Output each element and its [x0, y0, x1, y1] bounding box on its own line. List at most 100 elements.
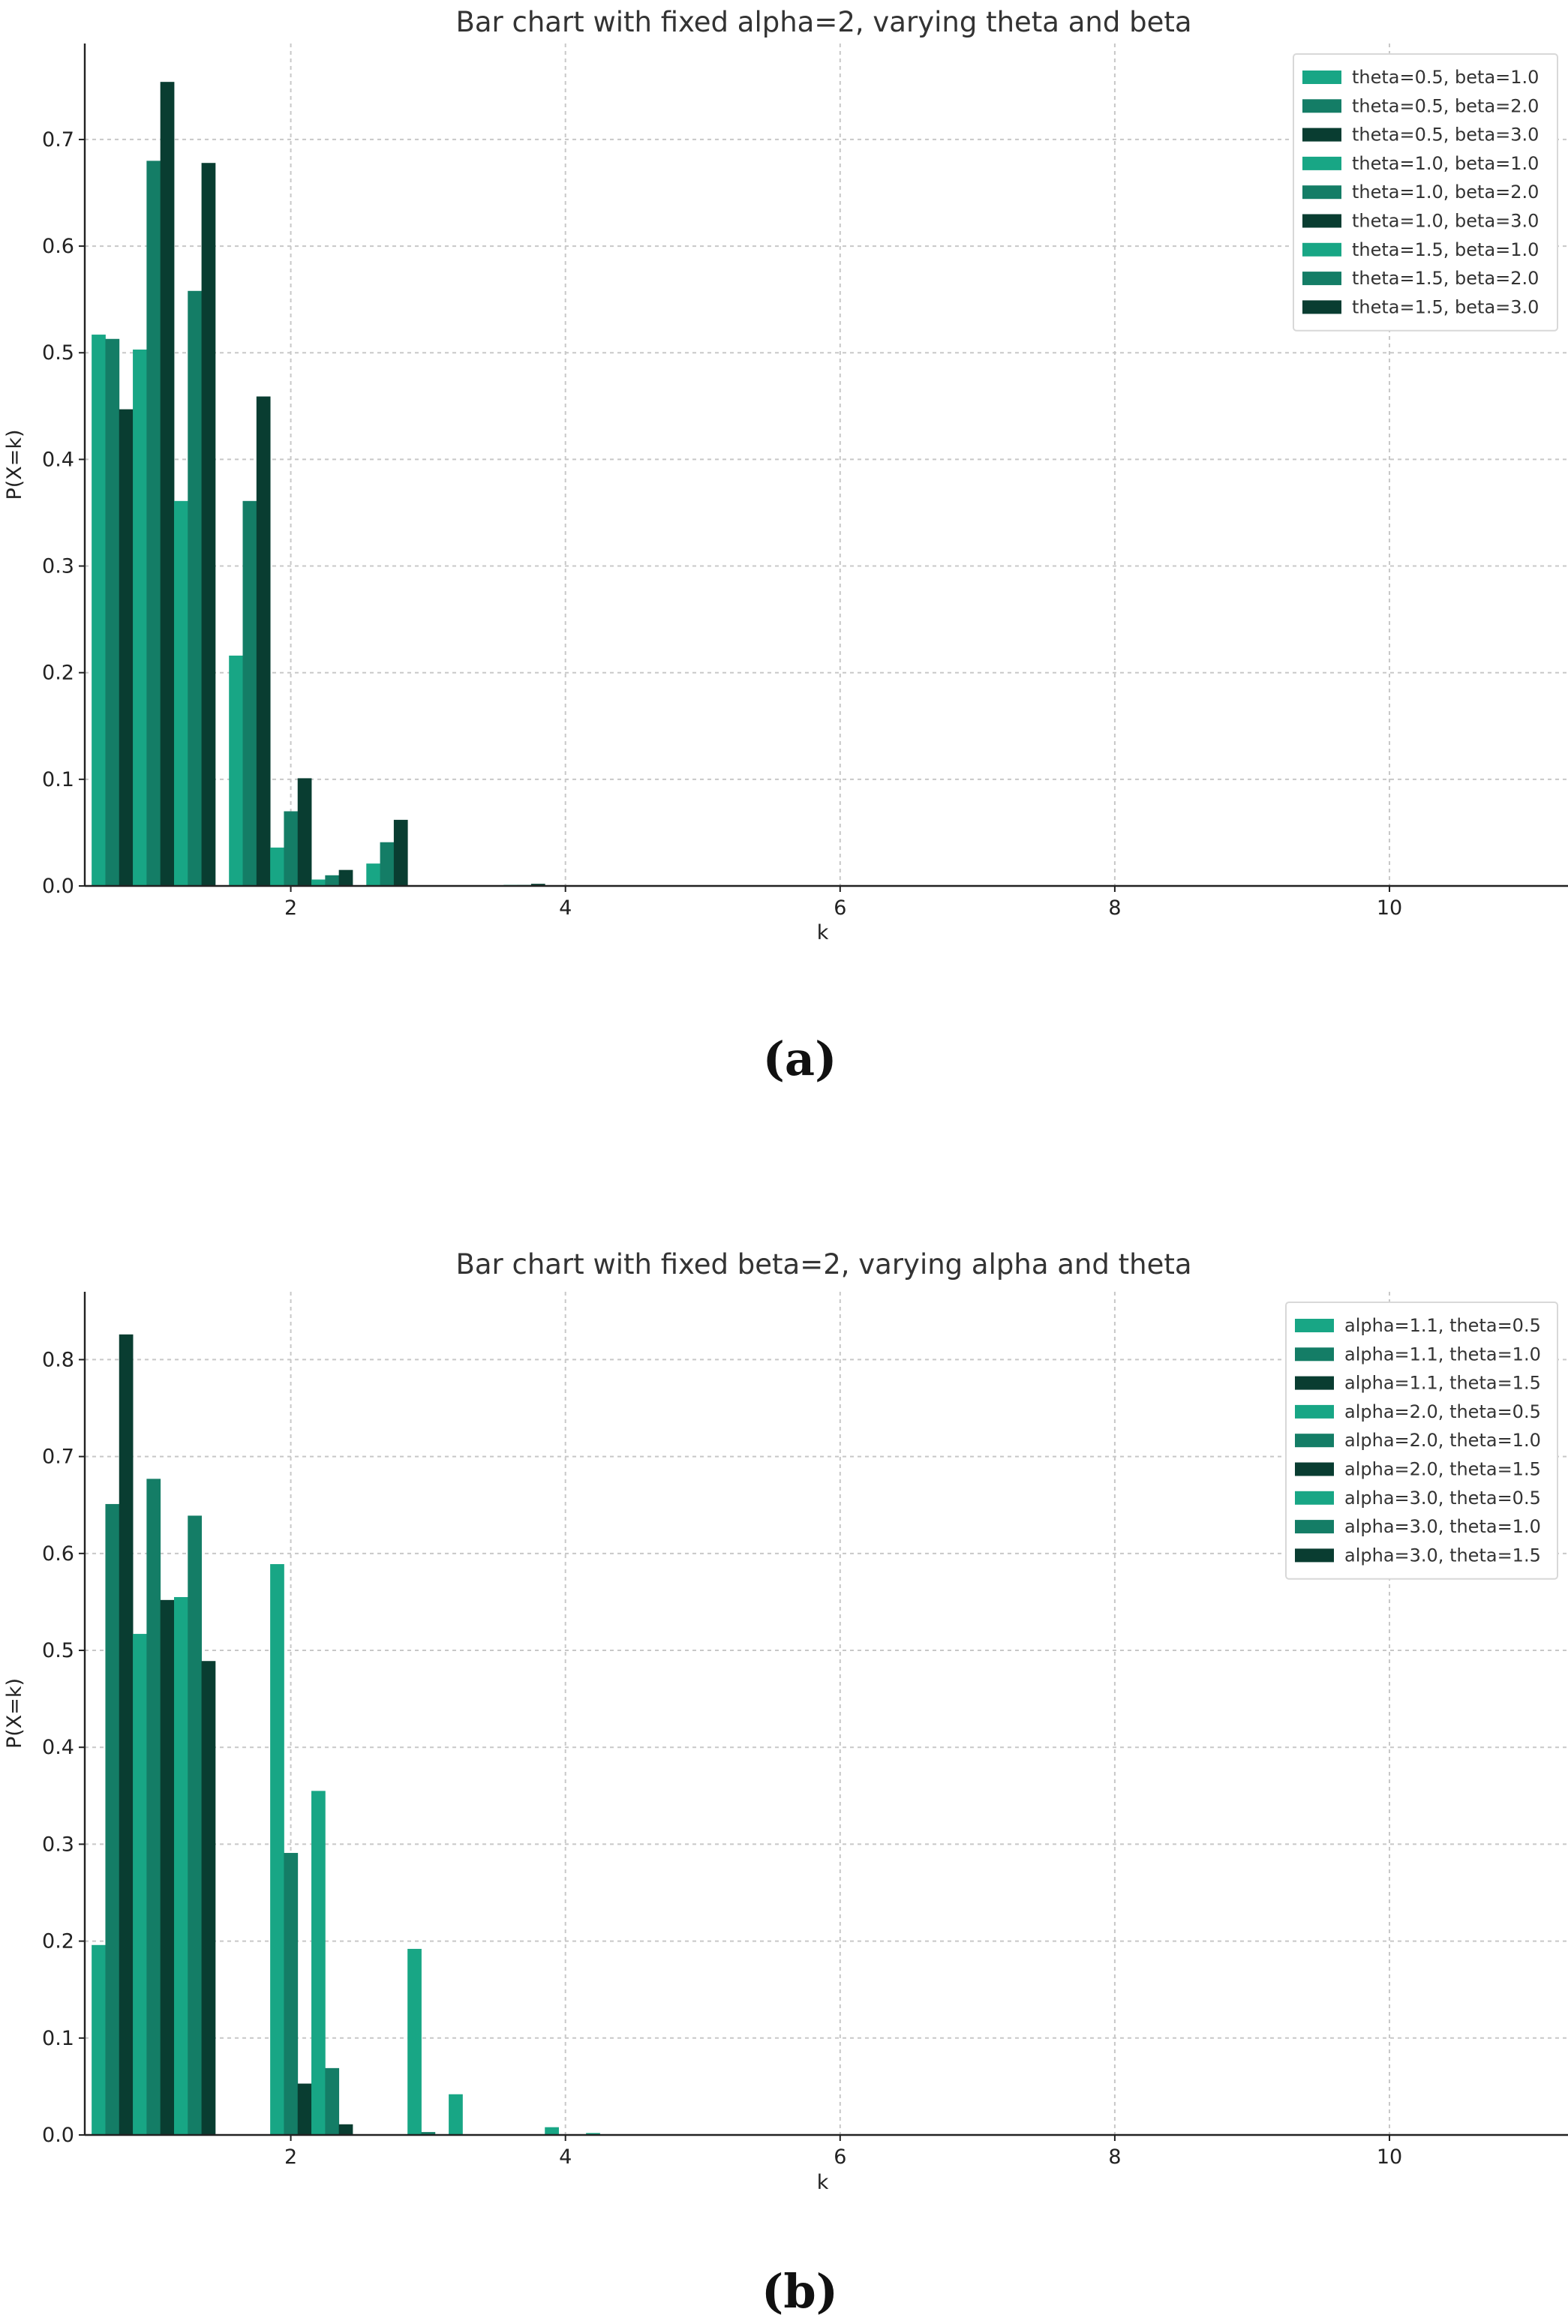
x-tick-label: 2: [284, 2145, 297, 2169]
legend-swatch: [1302, 214, 1341, 228]
bar: [160, 82, 175, 886]
gridlines: [85, 1292, 1568, 2135]
legend-label: alpha=3.0, theta=1.5: [1344, 1545, 1541, 1566]
bar: [133, 349, 147, 887]
bar: [297, 778, 312, 886]
legend-label: alpha=1.1, theta=0.5: [1344, 1315, 1541, 1336]
bar: [229, 655, 243, 886]
legend-label: theta=1.5, beta=1.0: [1352, 239, 1539, 260]
y-tick-label: 0.5: [42, 341, 74, 365]
legend-label: theta=1.0, beta=1.0: [1352, 153, 1539, 174]
y-tick-label: 0.4: [42, 448, 74, 471]
bar: [545, 2127, 559, 2135]
bar: [449, 2094, 463, 2135]
legend-label: theta=0.5, beta=2.0: [1352, 95, 1539, 116]
y-tick-label: 0.2: [42, 662, 74, 685]
legend-swatch: [1295, 1462, 1334, 1476]
bar: [105, 338, 120, 886]
legend-swatch: [1302, 99, 1341, 113]
bar: [393, 819, 408, 886]
bar: [311, 879, 326, 886]
legend-label: theta=0.5, beta=1.0: [1352, 67, 1539, 88]
bar: [380, 842, 395, 886]
legend-label: alpha=2.0, theta=1.5: [1344, 1459, 1541, 1480]
x-axis-label: k: [817, 921, 829, 944]
y-tick-label: 0.0: [42, 2124, 74, 2147]
y-tick-label: 0.2: [42, 1930, 74, 1953]
legend-swatch: [1295, 1491, 1334, 1505]
legend-swatch: [1302, 272, 1341, 286]
y-tick-label: 0.0: [42, 875, 74, 898]
chart-title: Bar chart with fixed alpha=2, varying th…: [455, 6, 1191, 38]
bar: [133, 1634, 147, 2135]
bar: [188, 290, 202, 886]
bar: [338, 869, 353, 886]
x-tick-label: 8: [1108, 2145, 1121, 2169]
y-tick-label: 0.7: [42, 1446, 74, 1469]
bar: [146, 161, 161, 886]
x-tick-label: 8: [1108, 896, 1121, 920]
legend-swatch: [1295, 1520, 1334, 1534]
bar: [173, 500, 188, 886]
gridlines: [85, 44, 1568, 886]
legend-label: alpha=1.1, theta=1.0: [1344, 1344, 1541, 1365]
legend-swatch: [1302, 242, 1341, 257]
bar: [270, 847, 284, 886]
bar: [188, 1515, 202, 2135]
legend-label: theta=1.0, beta=3.0: [1352, 211, 1539, 232]
bar: [325, 875, 340, 886]
y-tick-label: 0.5: [42, 1639, 74, 1662]
bar: [92, 335, 106, 886]
bar: [366, 863, 380, 886]
legend-box: [1285, 1302, 1558, 1580]
bar: [311, 1791, 326, 2135]
x-tick-label: 6: [834, 896, 846, 920]
x-tick-label: 10: [1377, 2145, 1402, 2169]
bars: [92, 82, 545, 887]
bar: [338, 2124, 353, 2135]
x-axis-label: k: [817, 2171, 829, 2194]
bar: [270, 1564, 284, 2135]
legend-swatch: [1295, 1376, 1334, 1390]
chart-b: 2 4 6 8 10 0.0 0.1 0.2 0.3 0.4 0.5 0.6 0.7 0.8 Bar cha…: [3, 1248, 1568, 2194]
bar: [105, 1503, 120, 2135]
bar: [242, 500, 257, 886]
legend-swatch: [1295, 1434, 1334, 1448]
bar: [256, 396, 271, 886]
legend-swatch: [1302, 71, 1341, 84]
legend-swatch: [1295, 1347, 1334, 1362]
legend-swatch: [1302, 185, 1341, 200]
legend-label: alpha=3.0, theta=0.5: [1344, 1488, 1541, 1509]
x-tick-label: 4: [559, 896, 572, 920]
legend-swatch: [1295, 1548, 1334, 1563]
bar: [119, 1334, 134, 2135]
bar: [201, 1661, 216, 2135]
bar: [284, 1853, 299, 2135]
legend-swatch: [1302, 300, 1341, 314]
x-tick-label: 2: [284, 896, 297, 920]
panel-label-a: (a): [762, 1031, 837, 1086]
legend-label: theta=1.5, beta=2.0: [1352, 268, 1539, 289]
y-tick-label: 0.8: [42, 1348, 74, 1371]
bar: [421, 2132, 436, 2135]
bars: [92, 1334, 600, 2135]
y-axis-label: P(X=k): [3, 1678, 26, 1749]
bar: [119, 409, 134, 886]
legend-box: [1293, 53, 1558, 332]
y-tick-label: 0.6: [42, 1542, 74, 1566]
bar: [160, 1599, 175, 2135]
y-tick-label: 0.1: [42, 2027, 74, 2050]
x-tick-label: 6: [834, 2145, 846, 2169]
legend-label: theta=1.5, beta=3.0: [1352, 296, 1539, 317]
chart-title: Bar chart with fixed beta=2, varying alp…: [455, 1248, 1191, 1281]
y-tick-label: 0.3: [42, 1833, 74, 1856]
legend-swatch: [1295, 1404, 1334, 1419]
legend-label: alpha=1.1, theta=1.5: [1344, 1373, 1541, 1394]
legend-label: theta=0.5, beta=3.0: [1352, 125, 1539, 146]
legend-label: alpha=3.0, theta=1.0: [1344, 1516, 1541, 1537]
y-tick-label: 0.7: [42, 128, 74, 152]
legend-swatch: [1302, 156, 1341, 170]
legend-label: alpha=2.0, theta=1.0: [1344, 1430, 1541, 1451]
y-axis-label: P(X=k): [3, 429, 26, 500]
x-tick-label: 10: [1377, 896, 1402, 920]
